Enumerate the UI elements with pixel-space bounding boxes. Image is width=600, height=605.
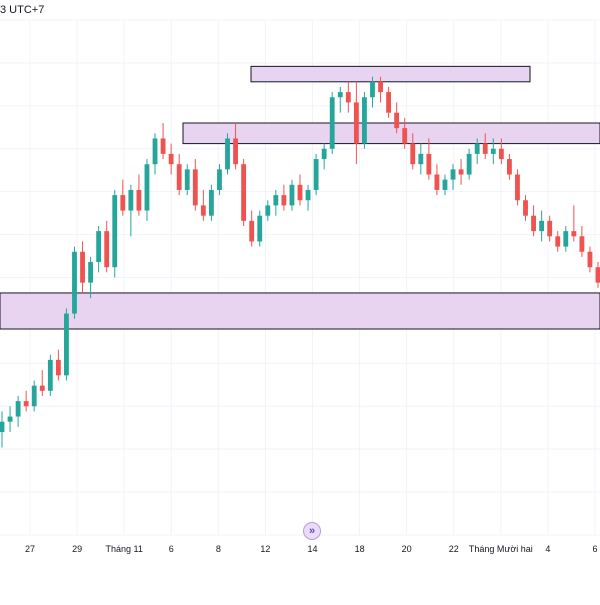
x-tick-label: 6 bbox=[592, 544, 597, 554]
candle-body bbox=[23, 401, 29, 407]
candle-body bbox=[55, 359, 61, 376]
candle-body bbox=[353, 102, 359, 144]
candle-body bbox=[128, 189, 134, 211]
candle-body bbox=[96, 231, 102, 263]
candle-body bbox=[168, 153, 174, 165]
candle-body bbox=[426, 153, 432, 175]
candle-body bbox=[200, 205, 206, 216]
candle-body bbox=[579, 236, 585, 252]
x-tick-label: 22 bbox=[449, 544, 459, 554]
candle-body bbox=[136, 189, 142, 211]
x-tick-label: 14 bbox=[307, 544, 317, 554]
candle-body bbox=[241, 164, 247, 221]
candle-body bbox=[31, 385, 37, 407]
candle-body bbox=[176, 164, 182, 190]
candle-body bbox=[257, 215, 263, 242]
candle-body bbox=[362, 97, 367, 144]
timezone-label: 3 UTC+7 bbox=[0, 4, 45, 16]
candle-body bbox=[394, 112, 400, 129]
candle-body bbox=[378, 81, 383, 93]
candle-body bbox=[329, 97, 335, 149]
x-tick-label: 29 bbox=[72, 544, 82, 554]
candle-body bbox=[506, 159, 512, 175]
candle-body bbox=[337, 92, 343, 98]
candle-body bbox=[345, 92, 351, 103]
candle-body bbox=[305, 189, 311, 201]
x-tick-label: 4 bbox=[545, 544, 550, 554]
candle-body bbox=[555, 236, 561, 247]
candle-body bbox=[434, 174, 440, 190]
x-tick-label: 27 bbox=[25, 544, 35, 554]
candle-body bbox=[531, 215, 536, 232]
candle-body bbox=[321, 148, 327, 160]
candle-body bbox=[523, 200, 528, 216]
candle-body bbox=[563, 231, 569, 247]
candle-body bbox=[273, 195, 279, 206]
candle-body bbox=[474, 143, 480, 154]
candle-body bbox=[88, 262, 94, 283]
candle-body bbox=[386, 92, 392, 113]
candle-body bbox=[15, 401, 21, 417]
candle-body bbox=[72, 251, 77, 314]
candle-body bbox=[64, 313, 69, 376]
candle-body bbox=[515, 174, 520, 201]
candle-body bbox=[547, 220, 553, 237]
candle-body bbox=[490, 148, 496, 154]
x-tick-label: Tháng 11 bbox=[105, 544, 142, 554]
candle-body bbox=[112, 195, 118, 268]
candle-body bbox=[184, 169, 190, 190]
x-tick-label: Tháng Mười hai bbox=[469, 544, 533, 554]
candle-body bbox=[225, 138, 230, 170]
candle-body bbox=[144, 164, 150, 211]
supply-demand-zone bbox=[0, 292, 600, 330]
scroll-to-realtime-button[interactable]: » bbox=[303, 522, 321, 540]
candle-body bbox=[587, 251, 593, 268]
candle-body bbox=[208, 189, 214, 216]
x-tick-label: 20 bbox=[402, 544, 412, 554]
candle-body bbox=[233, 138, 238, 165]
double-chevron-right-icon: » bbox=[308, 525, 316, 537]
x-tick-label: 6 bbox=[169, 544, 174, 554]
candle-body bbox=[458, 169, 464, 175]
candle-body bbox=[450, 169, 456, 180]
candle-body bbox=[418, 153, 424, 165]
candle-body bbox=[297, 184, 303, 201]
x-tick-label: 8 bbox=[216, 544, 221, 554]
candle-body bbox=[289, 184, 295, 206]
candle-body bbox=[0, 421, 5, 432]
candle-body bbox=[120, 195, 126, 211]
candle-body bbox=[80, 251, 85, 283]
candle-body bbox=[192, 169, 198, 206]
supply-demand-zone bbox=[182, 122, 600, 145]
candle-body bbox=[402, 128, 408, 144]
candle-body bbox=[442, 179, 448, 190]
candle-body bbox=[47, 359, 53, 391]
candle-body bbox=[370, 81, 375, 98]
candle-body bbox=[571, 231, 577, 237]
candle-body bbox=[281, 195, 287, 206]
candle-body bbox=[160, 138, 166, 154]
x-tick-label: 12 bbox=[260, 544, 270, 554]
x-tick-label: 18 bbox=[355, 544, 365, 554]
candle-body bbox=[539, 220, 545, 232]
candle-body bbox=[265, 205, 271, 216]
candle-body bbox=[313, 159, 319, 190]
candle-body bbox=[104, 231, 110, 268]
candle-body bbox=[466, 153, 472, 175]
candle-body bbox=[482, 143, 488, 154]
supply-demand-zone bbox=[250, 65, 531, 83]
candle-body bbox=[152, 138, 158, 165]
candle-body bbox=[595, 267, 600, 283]
candle-body bbox=[498, 148, 504, 160]
candle-body bbox=[7, 416, 13, 422]
candle-body bbox=[39, 385, 45, 391]
candle-body bbox=[410, 143, 416, 165]
candle-body bbox=[249, 220, 255, 242]
candle-body bbox=[217, 169, 222, 190]
